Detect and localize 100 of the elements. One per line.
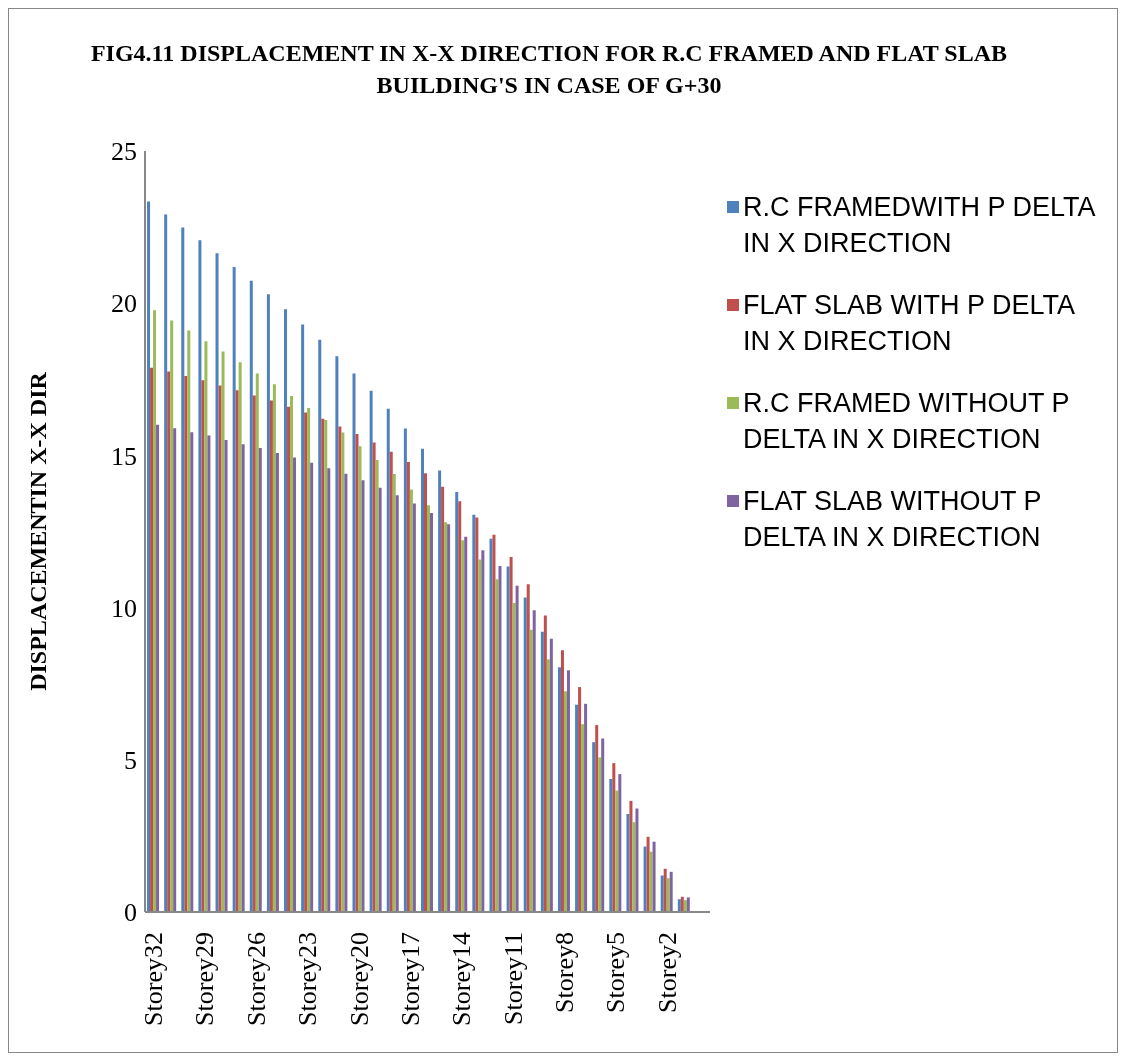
bar [669,871,673,912]
bar [575,704,579,912]
bar [601,738,605,912]
bar [369,390,373,912]
legend-label: FLAT SLAB WITH P DELTA IN X DIRECTION [743,289,1076,358]
bar [546,659,550,912]
bar [184,375,188,912]
bar [441,486,445,912]
bar [287,406,291,912]
bar [598,757,602,912]
bar [578,687,582,912]
bar [358,446,362,912]
bar [515,585,519,912]
x-tick-label: Storey17 [395,932,425,1026]
x-tick-label: Storey20 [344,932,374,1026]
y-tick-label: 20 [111,289,137,319]
bar [170,320,174,912]
bar [495,579,499,912]
x-tick-label: Storey11 [498,932,528,1025]
bar [660,875,664,912]
bar [221,351,225,912]
bar [663,868,667,912]
bar [412,503,416,912]
x-tick-label: Storey14 [447,932,477,1026]
bar [595,725,599,912]
bar [269,400,273,912]
bar [341,432,345,912]
bar [318,339,322,912]
bar [327,468,331,912]
bar [352,373,356,912]
bar [201,380,205,912]
bar [455,491,459,912]
y-tick-label: 25 [111,137,137,167]
bar [632,822,636,912]
bar [150,367,154,912]
bar [293,457,297,912]
bar [241,444,245,912]
bar [523,597,527,912]
bar [615,790,619,912]
bar [635,808,639,912]
bar [618,774,622,912]
bar [426,505,430,912]
y-tick-label: 0 [124,898,137,928]
bar [307,407,311,912]
bar [498,565,502,912]
bar [649,851,653,912]
bar [464,536,468,912]
bar [652,841,656,912]
bar [609,778,613,912]
x-tick-label: Storey8 [549,932,579,1013]
bar [489,538,493,912]
bar [301,324,305,912]
bar [581,724,585,912]
bar [147,201,151,912]
x-tick-label: Storey32 [139,932,169,1026]
bar [666,878,670,912]
chart-title: FIG4.11 DISPLACEMENT IN X-X DIRECTION FOR R.C FRAMED AND FLAT SLAB BUILDING'S IN CASE OF G+30 [89,39,1009,100]
bar [181,227,185,912]
bar [549,638,553,912]
bar [190,432,194,912]
legend-label: FLAT SLAB WITHOUT P DELTA IN X DIRECTION [743,485,1043,554]
bar [378,487,382,912]
bar [232,266,236,912]
bar [438,470,442,912]
bar [512,603,516,912]
legend-label: R.C FRAMED WITHOUT P DELTA IN X DIRECTION [743,387,1070,456]
bar [478,559,482,912]
bar [389,451,393,912]
x-tick-label: Storey23 [293,932,323,1026]
bar [629,800,633,912]
x-tick-label: Storey5 [601,932,631,1013]
y-tick-label: 5 [124,746,137,776]
bar [258,448,262,912]
bar [284,309,288,912]
bar [235,390,239,912]
bar [646,836,650,912]
bar [344,473,348,912]
x-tick-label: Storey26 [241,932,271,1026]
bar [275,452,279,912]
bar [355,434,359,912]
bar [461,540,465,912]
bar [420,448,424,912]
bar [566,670,570,912]
bar [266,294,270,912]
bar [218,385,222,912]
bar [395,495,399,912]
bar [153,310,157,912]
bar [238,362,242,912]
bar [207,435,211,912]
bar [403,428,407,912]
bar [198,240,202,912]
bar [406,462,410,912]
bar [361,480,365,912]
bar [643,846,647,912]
bar [252,395,256,912]
bar [290,396,294,912]
bar [164,214,168,912]
bar [392,473,396,912]
bar [338,426,342,912]
bar [204,341,208,912]
